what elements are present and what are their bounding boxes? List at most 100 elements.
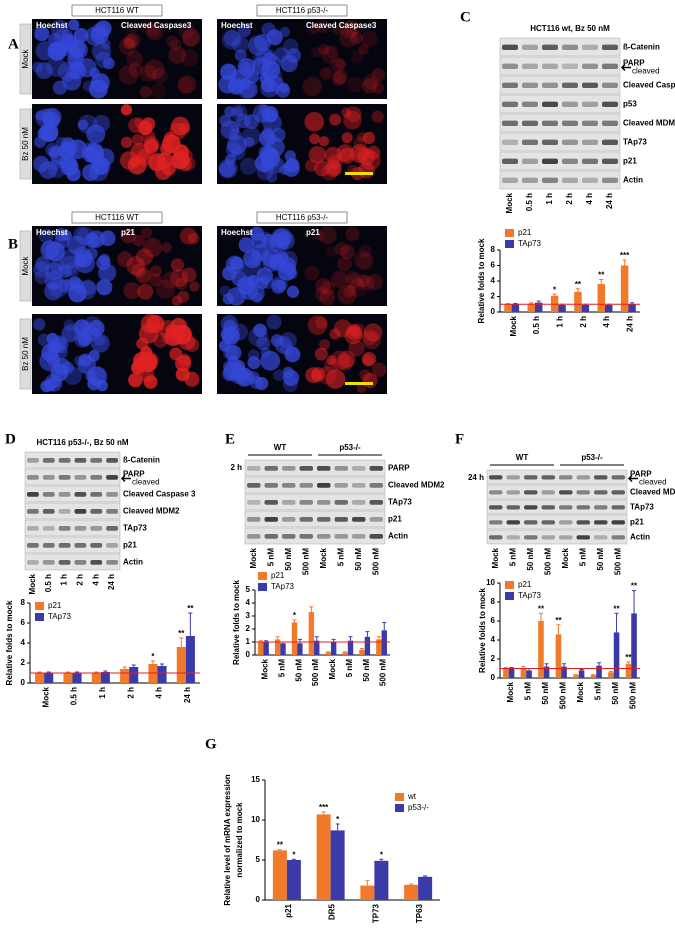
cell (177, 290, 190, 303)
micrograph (117, 226, 202, 306)
cell (249, 226, 264, 241)
x-tick-label: 50 nM (362, 659, 371, 682)
legend-label: p21 (518, 580, 532, 589)
cell (77, 355, 96, 375)
cell (43, 108, 62, 127)
legend-swatch (35, 602, 44, 610)
blot-band (90, 491, 103, 497)
cell (232, 36, 249, 53)
cell (184, 371, 200, 387)
blot-band (582, 63, 598, 69)
error-bar (103, 670, 108, 672)
blot-band (524, 520, 538, 525)
cell (98, 263, 117, 282)
blot-band (27, 508, 39, 514)
cell (160, 142, 174, 156)
cell (60, 157, 79, 176)
cell (348, 278, 367, 298)
blot-band (594, 535, 608, 540)
cell (120, 136, 133, 149)
cell (256, 267, 274, 285)
cell (243, 136, 255, 148)
cell (88, 320, 105, 337)
channel-label: p21 (121, 228, 135, 237)
bar (527, 303, 535, 312)
cell (88, 79, 108, 99)
cell (50, 19, 69, 38)
cell (223, 29, 241, 47)
blot-band (602, 82, 618, 88)
micrograph (302, 19, 387, 99)
cell (137, 283, 154, 300)
y-tick-label: 8 (21, 598, 26, 607)
cell (58, 264, 72, 278)
blot-band (502, 120, 518, 126)
blot-band (369, 533, 383, 539)
cell (153, 332, 169, 348)
cell (349, 31, 363, 45)
cell (309, 133, 321, 145)
cell (48, 33, 61, 46)
bar (274, 639, 281, 655)
cell (96, 279, 113, 296)
cell (177, 21, 196, 39)
blot-band (502, 177, 518, 183)
blot-strip (499, 113, 621, 133)
cell (61, 326, 78, 343)
error-bar (562, 663, 567, 667)
cell (169, 38, 182, 51)
bar (535, 302, 543, 312)
error-bar (297, 638, 302, 644)
cell (268, 253, 286, 271)
x-tick-label: 500 nM (628, 682, 637, 709)
scale-bar (345, 172, 373, 175)
cell (144, 59, 165, 80)
cell (118, 37, 137, 56)
blot-strip (486, 529, 628, 545)
significance: * (553, 285, 557, 294)
cell (90, 333, 110, 353)
bar (129, 667, 139, 683)
blot-band (594, 490, 608, 495)
legend-label: p21 (518, 228, 532, 237)
x-tick-label: 24 h (183, 687, 192, 703)
cell (156, 152, 173, 169)
cell (329, 328, 341, 340)
cell (77, 119, 89, 131)
cell (61, 138, 79, 156)
blot-band (602, 44, 618, 50)
blot-band (352, 516, 366, 522)
lane-label: Mock (319, 547, 328, 568)
bar (374, 860, 389, 900)
significance: ** (631, 582, 638, 591)
group-header: HCT116 WT (95, 213, 139, 222)
blot-band (74, 474, 87, 480)
significance: ** (598, 271, 605, 280)
lane-label: Mock (28, 573, 37, 594)
cell (89, 161, 109, 182)
blot-band (559, 535, 573, 540)
cell (141, 355, 158, 372)
y-tick-label: 2 (491, 292, 496, 301)
channel-label: Hoechst (221, 228, 253, 237)
cell (363, 73, 379, 90)
cell (307, 315, 328, 335)
blot-band (58, 457, 71, 463)
group-header: HCT116 p53-/- (276, 213, 329, 222)
x-tick-label: DR5 (328, 903, 337, 920)
error-bar (291, 858, 296, 860)
blot-band (542, 44, 558, 50)
blot-band (58, 474, 71, 480)
y-tick-label: 4 (246, 598, 251, 607)
y-tick-label: 3 (246, 611, 251, 620)
blot-band (576, 520, 590, 525)
significance: * (380, 850, 384, 859)
group-header-box (256, 4, 348, 17)
blot-band (58, 525, 71, 531)
blot-band (334, 465, 348, 471)
blot-band (42, 508, 55, 514)
error-bar (335, 823, 340, 831)
cell (326, 355, 337, 366)
cell (358, 44, 369, 55)
